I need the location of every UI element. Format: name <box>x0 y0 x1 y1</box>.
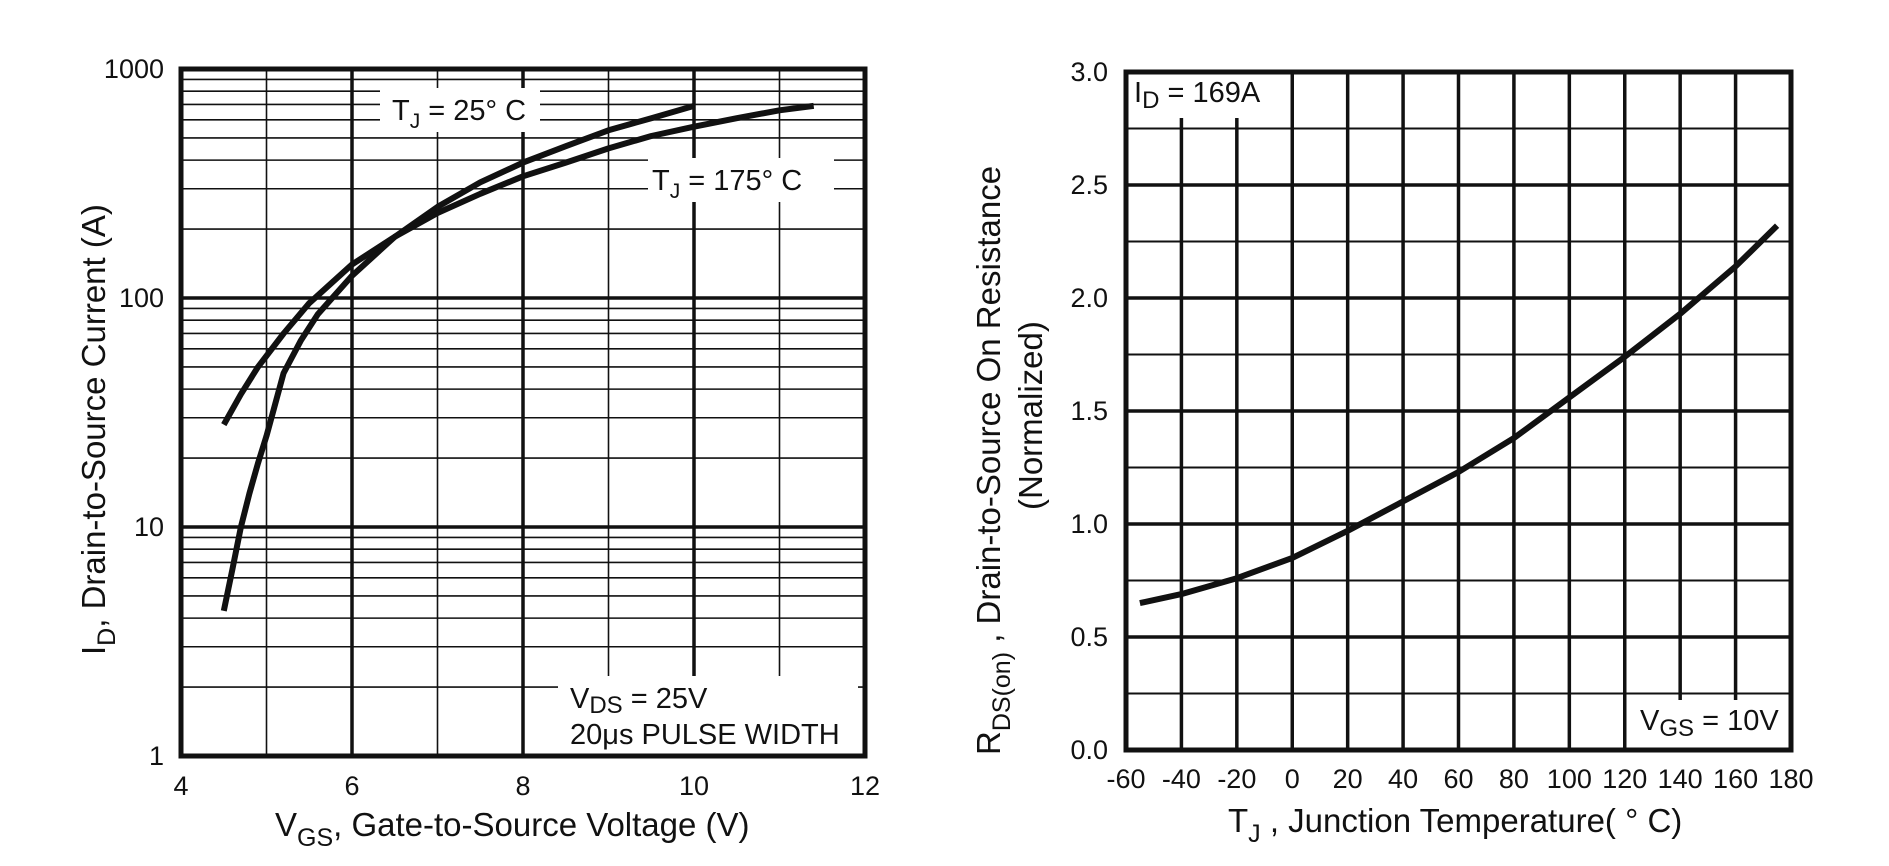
x-tick-label: 180 <box>1768 764 1813 794</box>
series-line-rdson <box>1139 223 1780 607</box>
x-tick-label: 12 <box>850 771 880 801</box>
x-tick-label: -60 <box>1106 764 1145 794</box>
left-chart-tick-labels: 4 6 8 10 12 1 10 100 1000 <box>104 54 880 801</box>
x-tick-label: 100 <box>1547 764 1592 794</box>
x-tick-label: 40 <box>1388 764 1418 794</box>
normalized-on-resistance-chart: -60 -40 -20 0 20 40 60 80 100 120 140 160 180 0.0 0.5 1… <box>970 57 1814 848</box>
axis-label-rest: , Junction Temperature( ° C) <box>1261 802 1683 839</box>
left-chart-plot-border <box>178 66 868 759</box>
annotation-sub: GS <box>1659 715 1694 742</box>
y-tick-label: 10 <box>134 512 164 542</box>
annotation-background <box>558 676 858 754</box>
series-label-rest: = 175° C <box>680 165 802 197</box>
right-chart-tick-labels: -60 -40 -20 0 20 40 60 80 100 120 140 160 180 0.0 0.5 1… <box>1070 57 1813 794</box>
series-label-background <box>648 158 834 202</box>
annotation-main: V <box>570 683 590 715</box>
vds-annotation: VDS = 25V <box>570 683 708 719</box>
annotation-sub: D <box>1142 87 1159 114</box>
series-line-tj25 <box>220 103 695 612</box>
x-tick-label: 0 <box>1285 764 1300 794</box>
y-tick-label: 1 <box>149 741 164 771</box>
axis-label-main: V <box>275 806 297 843</box>
y-tick-label: 2.5 <box>1070 170 1108 200</box>
annotation-rest: = 25V <box>623 683 708 715</box>
axis-label-sub: D <box>93 628 121 646</box>
right-chart-plot-border <box>1123 69 1794 753</box>
axis-label-sub: GS <box>297 824 333 852</box>
left-chart-x-axis-label: VGS, Gate-to-Source Voltage (V) <box>275 806 750 852</box>
x-tick-label: 80 <box>1499 764 1529 794</box>
axis-label-rest: , Drain-to-Source Current (A) <box>75 204 112 628</box>
series-label-rest: = 25° C <box>420 95 526 127</box>
series-line-tj175 <box>221 102 815 427</box>
annotation-rest: = 169A <box>1159 77 1260 109</box>
axis-label-main: T <box>1228 802 1248 839</box>
vgs-annotation: VGS = 10V <box>1640 705 1779 742</box>
left-chart-y-axis-label: ID, Drain-to-Source Current (A) <box>75 204 121 655</box>
y-tick-label: 100 <box>119 283 164 313</box>
x-tick-label: 8 <box>515 771 530 801</box>
axis-label-main: R <box>970 731 1007 755</box>
pulse-width-annotation: 20μs PULSE WIDTH <box>570 719 840 751</box>
x-tick-label: 140 <box>1658 764 1703 794</box>
annotation-main: I <box>1134 77 1142 109</box>
x-tick-label: -20 <box>1217 764 1256 794</box>
right-chart-y-axis-label-line2: (Normalized) <box>1012 321 1049 510</box>
series-label-tj25: TJ = 25° C <box>392 95 526 133</box>
x-tick-label: 60 <box>1443 764 1473 794</box>
y-tick-label: 2.0 <box>1070 283 1108 313</box>
annotation-main: V <box>1640 705 1660 737</box>
series-label-sub: J <box>410 110 421 133</box>
series-label-main: T <box>652 165 670 197</box>
annotation-rest: = 10V <box>1694 705 1779 737</box>
annotation-background <box>1632 700 1784 748</box>
x-tick-label: 20 <box>1333 764 1363 794</box>
id-annotation: ID = 169A <box>1134 77 1261 114</box>
left-chart-series <box>220 102 815 612</box>
series-label-main: T <box>392 95 410 127</box>
axis-label-sub: J <box>1248 820 1261 848</box>
x-tick-label: 160 <box>1713 764 1758 794</box>
y-tick-label: 0.5 <box>1070 622 1108 652</box>
y-tick-label: 1000 <box>104 54 164 84</box>
axis-label-main: I <box>75 646 112 655</box>
series-label-background <box>380 88 540 132</box>
series-label-tj175: TJ = 175° C <box>652 165 802 203</box>
annotation-background <box>1128 74 1276 118</box>
axis-label-sub: DS(on) <box>988 652 1016 731</box>
series-label-sub: J <box>670 180 681 203</box>
y-tick-label: 3.0 <box>1070 57 1108 87</box>
annotation-sub: DS <box>589 692 622 719</box>
x-tick-label: 120 <box>1602 764 1647 794</box>
right-chart-grid <box>1126 72 1791 750</box>
right-chart-y-axis-label: RDS(on) , Drain-to-Source On Resistance <box>970 166 1016 755</box>
x-tick-label: 4 <box>173 771 188 801</box>
y-tick-label: 1.0 <box>1070 509 1108 539</box>
right-chart-series <box>1139 223 1780 607</box>
x-tick-label: 6 <box>344 771 359 801</box>
right-chart-x-axis-label: TJ , Junction Temperature( ° C) <box>1228 802 1682 848</box>
axis-label-rest: , Drain-to-Source On Resistance <box>970 166 1007 652</box>
y-tick-label: 1.5 <box>1070 396 1108 426</box>
x-tick-label: -40 <box>1162 764 1201 794</box>
x-tick-label: 10 <box>679 771 709 801</box>
axis-label-rest: , Gate-to-Source Voltage (V) <box>333 806 749 843</box>
y-tick-label: 0.0 <box>1070 735 1108 765</box>
